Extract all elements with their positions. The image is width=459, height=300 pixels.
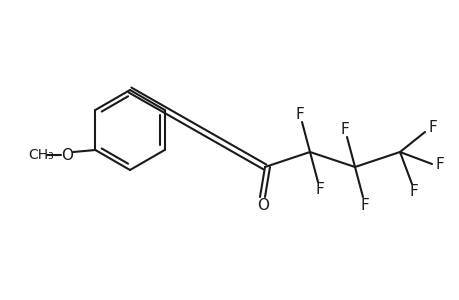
Text: F: F (315, 182, 324, 197)
Text: F: F (435, 157, 443, 172)
Text: F: F (340, 122, 349, 136)
Text: O: O (61, 148, 73, 163)
Text: O: O (257, 197, 269, 212)
Text: F: F (409, 184, 418, 200)
Text: F: F (295, 106, 304, 122)
Text: F: F (428, 119, 437, 134)
Text: F: F (360, 197, 369, 212)
Text: CH₃: CH₃ (28, 148, 54, 162)
